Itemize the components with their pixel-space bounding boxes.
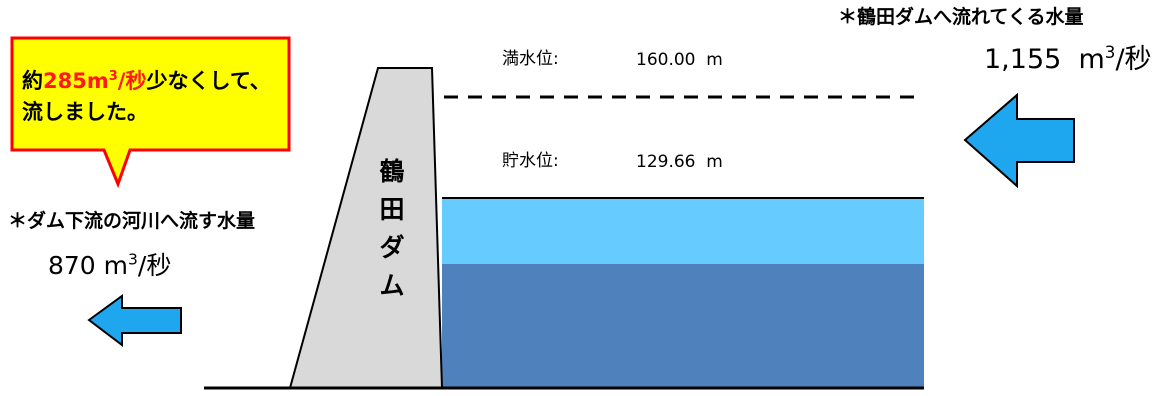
inflow-label: ＊鶴田ダムへ流れてくる水量 <box>838 6 1084 28</box>
dam-name-char-2: 田 <box>379 195 405 224</box>
full-level-label: 満水位: <box>502 49 559 69</box>
callout-text: 約285m3/秒少なくして、 流しました。 <box>22 66 271 128</box>
storage-level-label: 貯水位: <box>502 151 559 171</box>
callout-amount: 285m3/秒 <box>43 69 147 93</box>
storage-level-value: 129.66 m <box>636 152 723 172</box>
dam-name-char-4: ム <box>379 271 405 300</box>
inflow-arrow-icon <box>963 92 1075 189</box>
callout-line-2: 流しました。 <box>22 100 148 124</box>
full-level-value: 160.00 m <box>636 50 723 70</box>
water-surface-layer <box>442 198 924 264</box>
outflow-value: 870 m3/秒 <box>48 250 172 280</box>
inflow-value: 1,155 m3/秒 <box>984 42 1152 75</box>
outflow-label: ＊ダム下流の河川へ流す水量 <box>8 210 256 232</box>
callout-balloon <box>10 36 291 189</box>
water-deep-layer <box>442 264 924 388</box>
outflow-arrow-icon <box>87 294 182 348</box>
dam-name-char-3: ダ <box>379 233 405 262</box>
dam-name-char-1: 鶴 <box>379 157 405 186</box>
callout-line-1: 約285m3/秒少なくして、 <box>22 69 271 93</box>
